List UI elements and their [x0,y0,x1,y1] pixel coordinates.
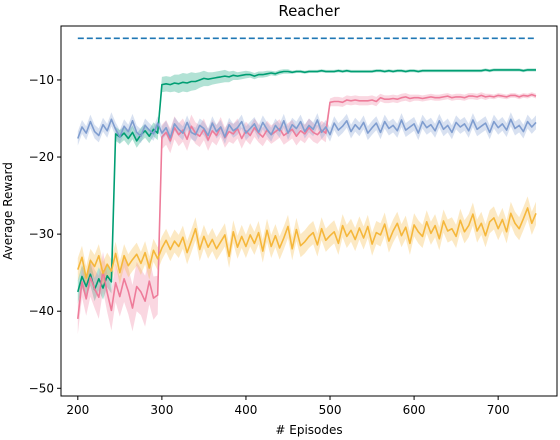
y-tick-label: −10 [29,73,54,87]
plot-area [61,26,557,396]
y-tick-label: −30 [29,227,54,241]
series-4-band [77,196,537,290]
x-tick-label: 700 [487,403,510,417]
series-3-line [77,118,537,139]
series-4-line [77,207,537,279]
y-tick-label: −50 [29,381,54,395]
chart-title: Reacher [278,2,340,20]
x-axis-label: # Episodes [275,423,342,437]
y-axis-label: Average Reward [1,162,15,260]
y-axis-ticks: −50 −40 −30 −20 −10 [29,73,61,395]
y-tick-label: −40 [29,304,54,318]
series-lines [77,69,537,319]
x-axis-ticks: 200 300 400 500 600 700 [66,396,510,417]
x-tick-label: 200 [66,403,89,417]
x-tick-label: 300 [150,403,173,417]
series-2-line [77,93,537,319]
x-tick-label: 600 [403,403,426,417]
y-tick-label: −20 [29,150,54,164]
plot-background [61,26,557,396]
x-tick-label: 500 [319,403,342,417]
x-tick-label: 400 [234,403,257,417]
axes-frame [60,25,558,397]
